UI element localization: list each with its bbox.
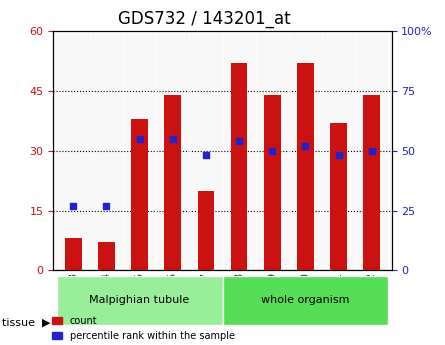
Point bbox=[169, 136, 176, 141]
Text: whole organism: whole organism bbox=[261, 295, 350, 305]
Bar bbox=[264, 95, 280, 270]
Bar bbox=[165, 95, 181, 270]
FancyBboxPatch shape bbox=[57, 276, 222, 325]
Bar bbox=[364, 95, 380, 270]
Legend: count, percentile rank within the sample: count, percentile rank within the sample bbox=[49, 313, 238, 344]
Bar bbox=[131, 119, 148, 270]
Point bbox=[368, 148, 375, 154]
Text: tissue  ▶: tissue ▶ bbox=[2, 318, 51, 327]
Bar bbox=[198, 190, 214, 270]
Point bbox=[235, 138, 243, 144]
Point bbox=[302, 143, 309, 149]
Point bbox=[136, 136, 143, 141]
Bar bbox=[98, 243, 115, 270]
Text: GDS732 / 143201_at: GDS732 / 143201_at bbox=[118, 10, 291, 28]
Point bbox=[70, 203, 77, 208]
Point bbox=[103, 203, 110, 208]
FancyBboxPatch shape bbox=[222, 276, 388, 325]
Point bbox=[202, 153, 210, 158]
Bar bbox=[231, 63, 247, 270]
Point bbox=[335, 153, 342, 158]
Text: Malpighian tubule: Malpighian tubule bbox=[89, 295, 190, 305]
Bar bbox=[330, 123, 347, 270]
Bar bbox=[297, 63, 314, 270]
Point bbox=[269, 148, 276, 154]
Bar bbox=[65, 238, 81, 270]
